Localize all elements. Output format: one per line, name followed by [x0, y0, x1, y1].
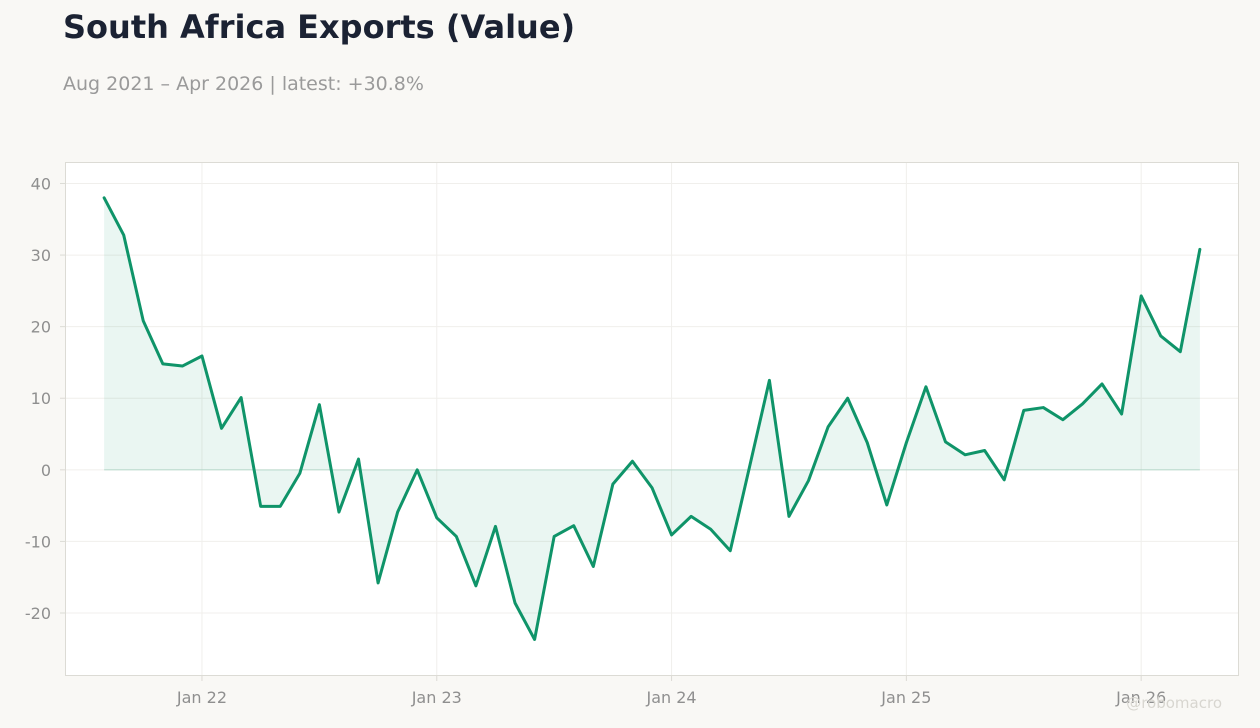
- plot-frame: [65, 162, 1239, 676]
- y-tick-label: 40: [31, 174, 51, 193]
- watermark: @robomacro: [1126, 694, 1222, 712]
- chart-subtitle: Aug 2021 – Apr 2026 | latest: +30.8%: [63, 73, 424, 95]
- x-tick-label: Jan 26: [1115, 688, 1166, 707]
- y-tick-label: -10: [25, 532, 51, 551]
- chart-title: South Africa Exports (Value): [63, 8, 576, 46]
- y-tick-label: 10: [31, 389, 51, 408]
- x-tick-label: Jan 22: [176, 688, 227, 707]
- x-tick-label: Jan 23: [411, 688, 462, 707]
- x-tick-label: Jan 24: [646, 688, 697, 707]
- series-line: [102, 196, 1202, 641]
- y-tick-label: -20: [25, 604, 51, 623]
- y-tick-label: 20: [31, 318, 51, 337]
- plot-area: [65, 162, 1239, 676]
- x-tick-label: Jan 25: [880, 688, 931, 707]
- y-tick-label: 0: [41, 461, 51, 480]
- area-fill: [104, 197, 1200, 640]
- y-tick-label: 30: [31, 246, 51, 265]
